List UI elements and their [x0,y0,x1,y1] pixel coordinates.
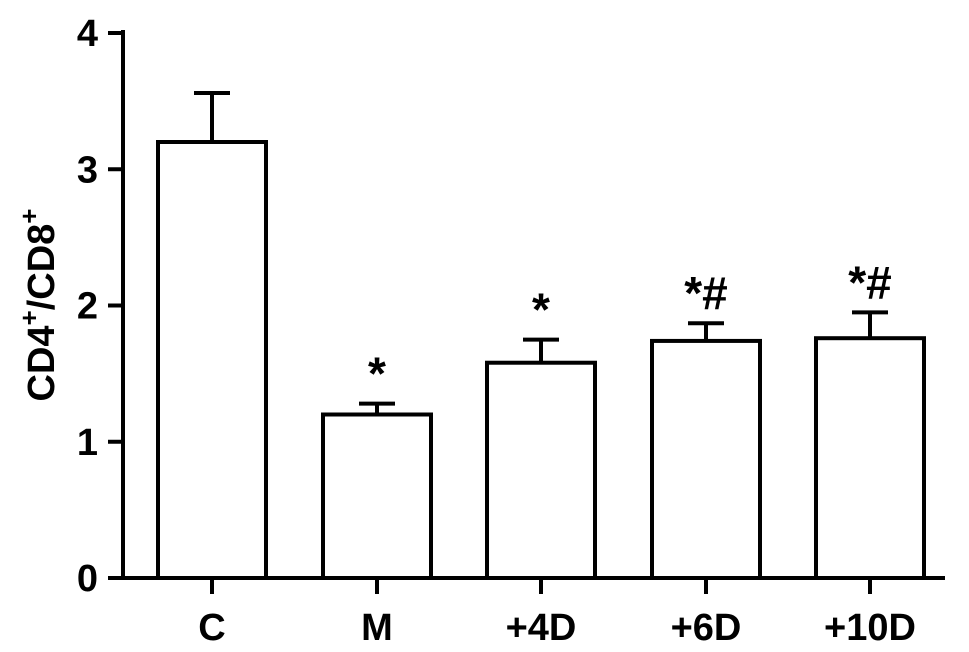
y-ticks: 0 1 2 3 4 [77,13,123,600]
y-tick-label: 0 [77,558,98,600]
y-title-part: /CD8 [21,224,63,311]
bar [814,336,926,581]
bar [156,140,268,580]
y-tick-label: 1 [77,422,98,464]
bar [650,338,762,580]
x-tick-label: M [361,607,393,649]
y-tick-label: 4 [77,13,98,55]
y-tick-label: 3 [77,149,98,191]
significance-label: * [532,284,550,336]
bar [485,360,597,580]
y-axis-title: CD4+/CD8+ [14,209,63,402]
significance-label: * [368,348,386,400]
y-title-part: CD4 [21,325,63,401]
x-ticks: C M +4D +6D +10D [198,578,916,649]
x-tick-label: C [198,607,225,649]
x-tick-label: +6D [671,607,742,649]
bar [321,412,433,580]
significance-label: *# [848,256,891,308]
y-tick-label: 2 [77,286,98,328]
x-tick-label: +10D [824,607,916,649]
x-tick-label: +4D [506,607,577,649]
y-title-sup: + [14,310,44,325]
significance-label: *# [684,267,727,319]
y-title-sup: + [14,209,44,224]
bars: * * *# *# [156,90,926,581]
